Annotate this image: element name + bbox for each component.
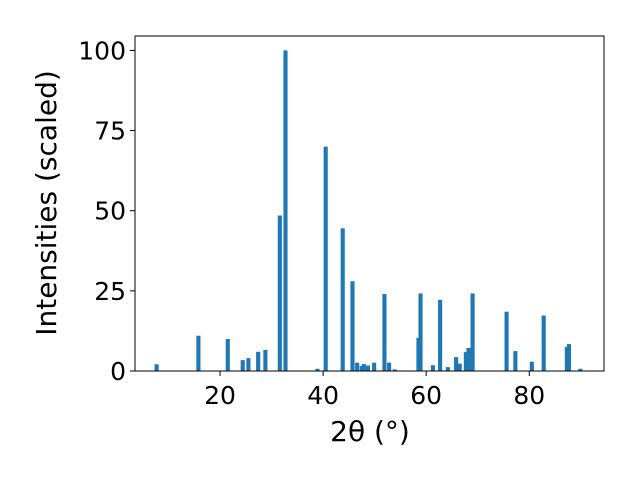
plot-frame xyxy=(134,35,605,372)
bar xyxy=(355,362,360,371)
bar xyxy=(564,346,569,371)
plot-area xyxy=(135,36,604,371)
bar xyxy=(323,146,328,371)
bar xyxy=(430,365,435,371)
x-tick-label: 80 xyxy=(513,381,545,410)
bar xyxy=(340,228,345,371)
bar xyxy=(541,315,546,371)
bar xyxy=(392,369,397,371)
bar xyxy=(504,311,509,371)
bar xyxy=(566,344,572,371)
x-tick-label: 20 xyxy=(204,381,236,410)
x-tick-label: 60 xyxy=(410,381,442,410)
bar xyxy=(387,362,392,371)
bar xyxy=(315,368,320,371)
bar xyxy=(246,358,251,371)
y-tick-label: 100 xyxy=(78,36,126,65)
y-tick-label: 50 xyxy=(94,197,126,226)
x-ticks-group: 20 40 60 80 xyxy=(204,371,545,410)
bars-group xyxy=(154,50,583,371)
y-tick-label: 75 xyxy=(94,117,126,146)
bar xyxy=(196,335,201,371)
y-tick-label: 0 xyxy=(110,357,126,386)
bar xyxy=(438,299,443,371)
y-tick-label: 25 xyxy=(94,277,126,306)
bar xyxy=(466,347,471,371)
bar xyxy=(372,362,377,371)
bar xyxy=(463,352,468,371)
x-axis-title: 2θ (°) xyxy=(330,415,410,448)
y-axis-title: Intensities (scaled) xyxy=(30,70,63,336)
bar xyxy=(457,363,462,371)
bar xyxy=(361,363,366,371)
bar xyxy=(154,364,159,371)
bar xyxy=(263,349,268,371)
bar xyxy=(529,361,534,371)
bar xyxy=(256,351,261,371)
bar xyxy=(225,338,230,371)
bar xyxy=(513,351,518,371)
bar xyxy=(283,50,288,371)
bar xyxy=(578,368,583,371)
bar xyxy=(445,367,450,371)
bar xyxy=(277,215,282,371)
y-ticks-group: 0 25 50 75 100 xyxy=(78,36,135,386)
bar xyxy=(350,281,355,371)
bar xyxy=(454,357,459,371)
bar xyxy=(418,293,423,371)
bar xyxy=(470,293,475,371)
bar xyxy=(382,294,387,371)
x-tick-label: 40 xyxy=(307,381,339,410)
bar xyxy=(240,360,245,371)
bar xyxy=(365,365,371,371)
